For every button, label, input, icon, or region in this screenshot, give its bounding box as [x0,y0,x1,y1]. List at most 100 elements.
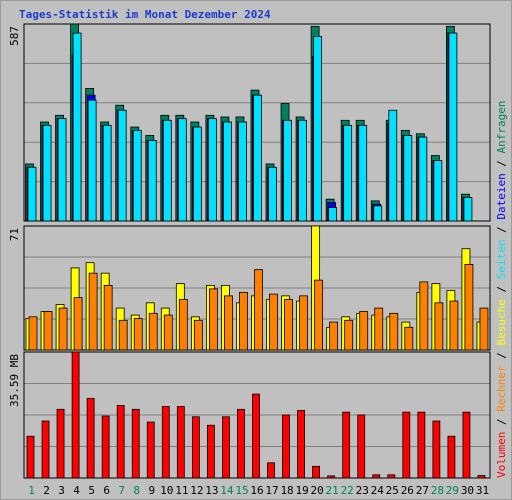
bar-seiten [268,166,277,222]
bar-seiten [433,160,443,222]
bar-rechner [464,264,474,351]
x-tick-label: 2 [43,484,50,497]
bar-seiten [403,135,413,222]
legend: Volumen / Rechner / Besuche / Seiten / D… [495,100,508,478]
x-tick-label: 7 [118,484,125,497]
bar-volumen [86,397,95,479]
x-tick-label: 14 [220,484,234,497]
bar-volumen [41,420,50,479]
legend-separator: / [495,220,508,240]
bar-rechner [208,288,218,351]
bar-volumen [327,475,336,479]
legend-item: Volumen [495,432,508,478]
bar-volumen [462,411,471,479]
bar-seiten [72,32,82,222]
bar-seiten [448,32,458,222]
bar-seiten [283,119,292,222]
bar-seiten [223,121,232,222]
x-tick-label: 29 [446,484,459,497]
bar-rechner [389,312,399,351]
bar-volumen [161,406,170,479]
bar-volumen [191,416,200,479]
bar-seiten [192,126,202,222]
x-tick-label: 17 [265,484,278,497]
bar-seiten [162,119,172,222]
bar-rechner [239,291,248,351]
x-tick-label: 9 [148,484,155,497]
bar-volumen [71,351,80,479]
bar-rechner [224,295,233,351]
bar-volumen [56,408,65,479]
x-tick-label: 23 [356,484,369,497]
bar-rechner [103,284,113,351]
x-tick-label: 3 [58,484,65,497]
bar-seiten [343,124,353,222]
bar-volumen [267,462,275,479]
bar-seiten [87,99,97,222]
bar-rechner [419,281,429,351]
bar-rechner [269,293,278,351]
bar-volumen [372,474,381,479]
x-tick-label: 19 [295,484,308,497]
x-tick-label: 11 [175,484,188,497]
bar-rechner [329,321,339,351]
bar-seiten [117,109,127,222]
bar-seiten [177,118,187,222]
x-tick-label: 8 [133,484,140,497]
bar-seiten [132,129,142,222]
bar-rechner [314,279,324,351]
x-tick-label: 4 [73,484,80,497]
bar-volumen [342,411,351,479]
x-tick-label: 26 [401,484,414,497]
bar-seiten [147,140,157,222]
bar-volumen [477,475,486,479]
bar-seiten [238,121,247,222]
legend-item: Seiten [495,240,508,280]
bar-volumen [252,393,260,479]
chart-title: Tages-Statistik im Monat Dezember 2024 [19,8,271,21]
x-tick-label: 20 [311,484,324,497]
bar-rechner [28,316,38,351]
bar-rechner [374,307,384,351]
bar-rechner [344,319,354,351]
bar-seiten [102,124,112,222]
bar-volumen [387,474,396,479]
x-tick-label: 18 [280,484,293,497]
bar-volumen [297,409,305,479]
bar-rechner [163,314,173,351]
legend-separator: / [495,346,508,366]
bar-seiten [253,94,262,222]
bar-volumen [357,414,366,479]
legend-separator: / [495,279,508,299]
y-max-label: 71 [8,228,21,241]
x-tick-label: 5 [88,484,95,497]
bar-rechner [193,319,203,351]
x-tick-label: 30 [461,484,474,497]
bar-rechner [133,318,143,351]
bar-volumen [402,411,411,479]
bar-seiten [42,124,52,222]
x-tick-label: 1 [28,484,35,497]
bar-rechner [254,269,263,351]
bar-rechner [58,307,68,351]
legend-separator: / [495,153,508,173]
legend-item: Dateien [495,173,508,219]
bar-volumen [101,415,110,479]
y-max-label: 35.59 MB [8,354,21,407]
x-tick-label: 28 [431,484,444,497]
y-max-label: 587 [8,26,21,46]
bar-seiten [373,205,383,222]
bar-volumen [417,411,426,479]
bar-rechner [73,297,83,351]
bar-volumen [222,416,230,479]
bar-volumen [282,414,290,479]
bar-rechner [449,300,459,351]
bar-rechner [148,312,158,351]
bar-rechner [404,326,414,351]
legend-item: Besuche [495,299,508,345]
bar-rechner [88,272,98,351]
bar-rechner [43,311,53,351]
bar-rechner [299,295,308,351]
bar-volumen [206,424,215,479]
